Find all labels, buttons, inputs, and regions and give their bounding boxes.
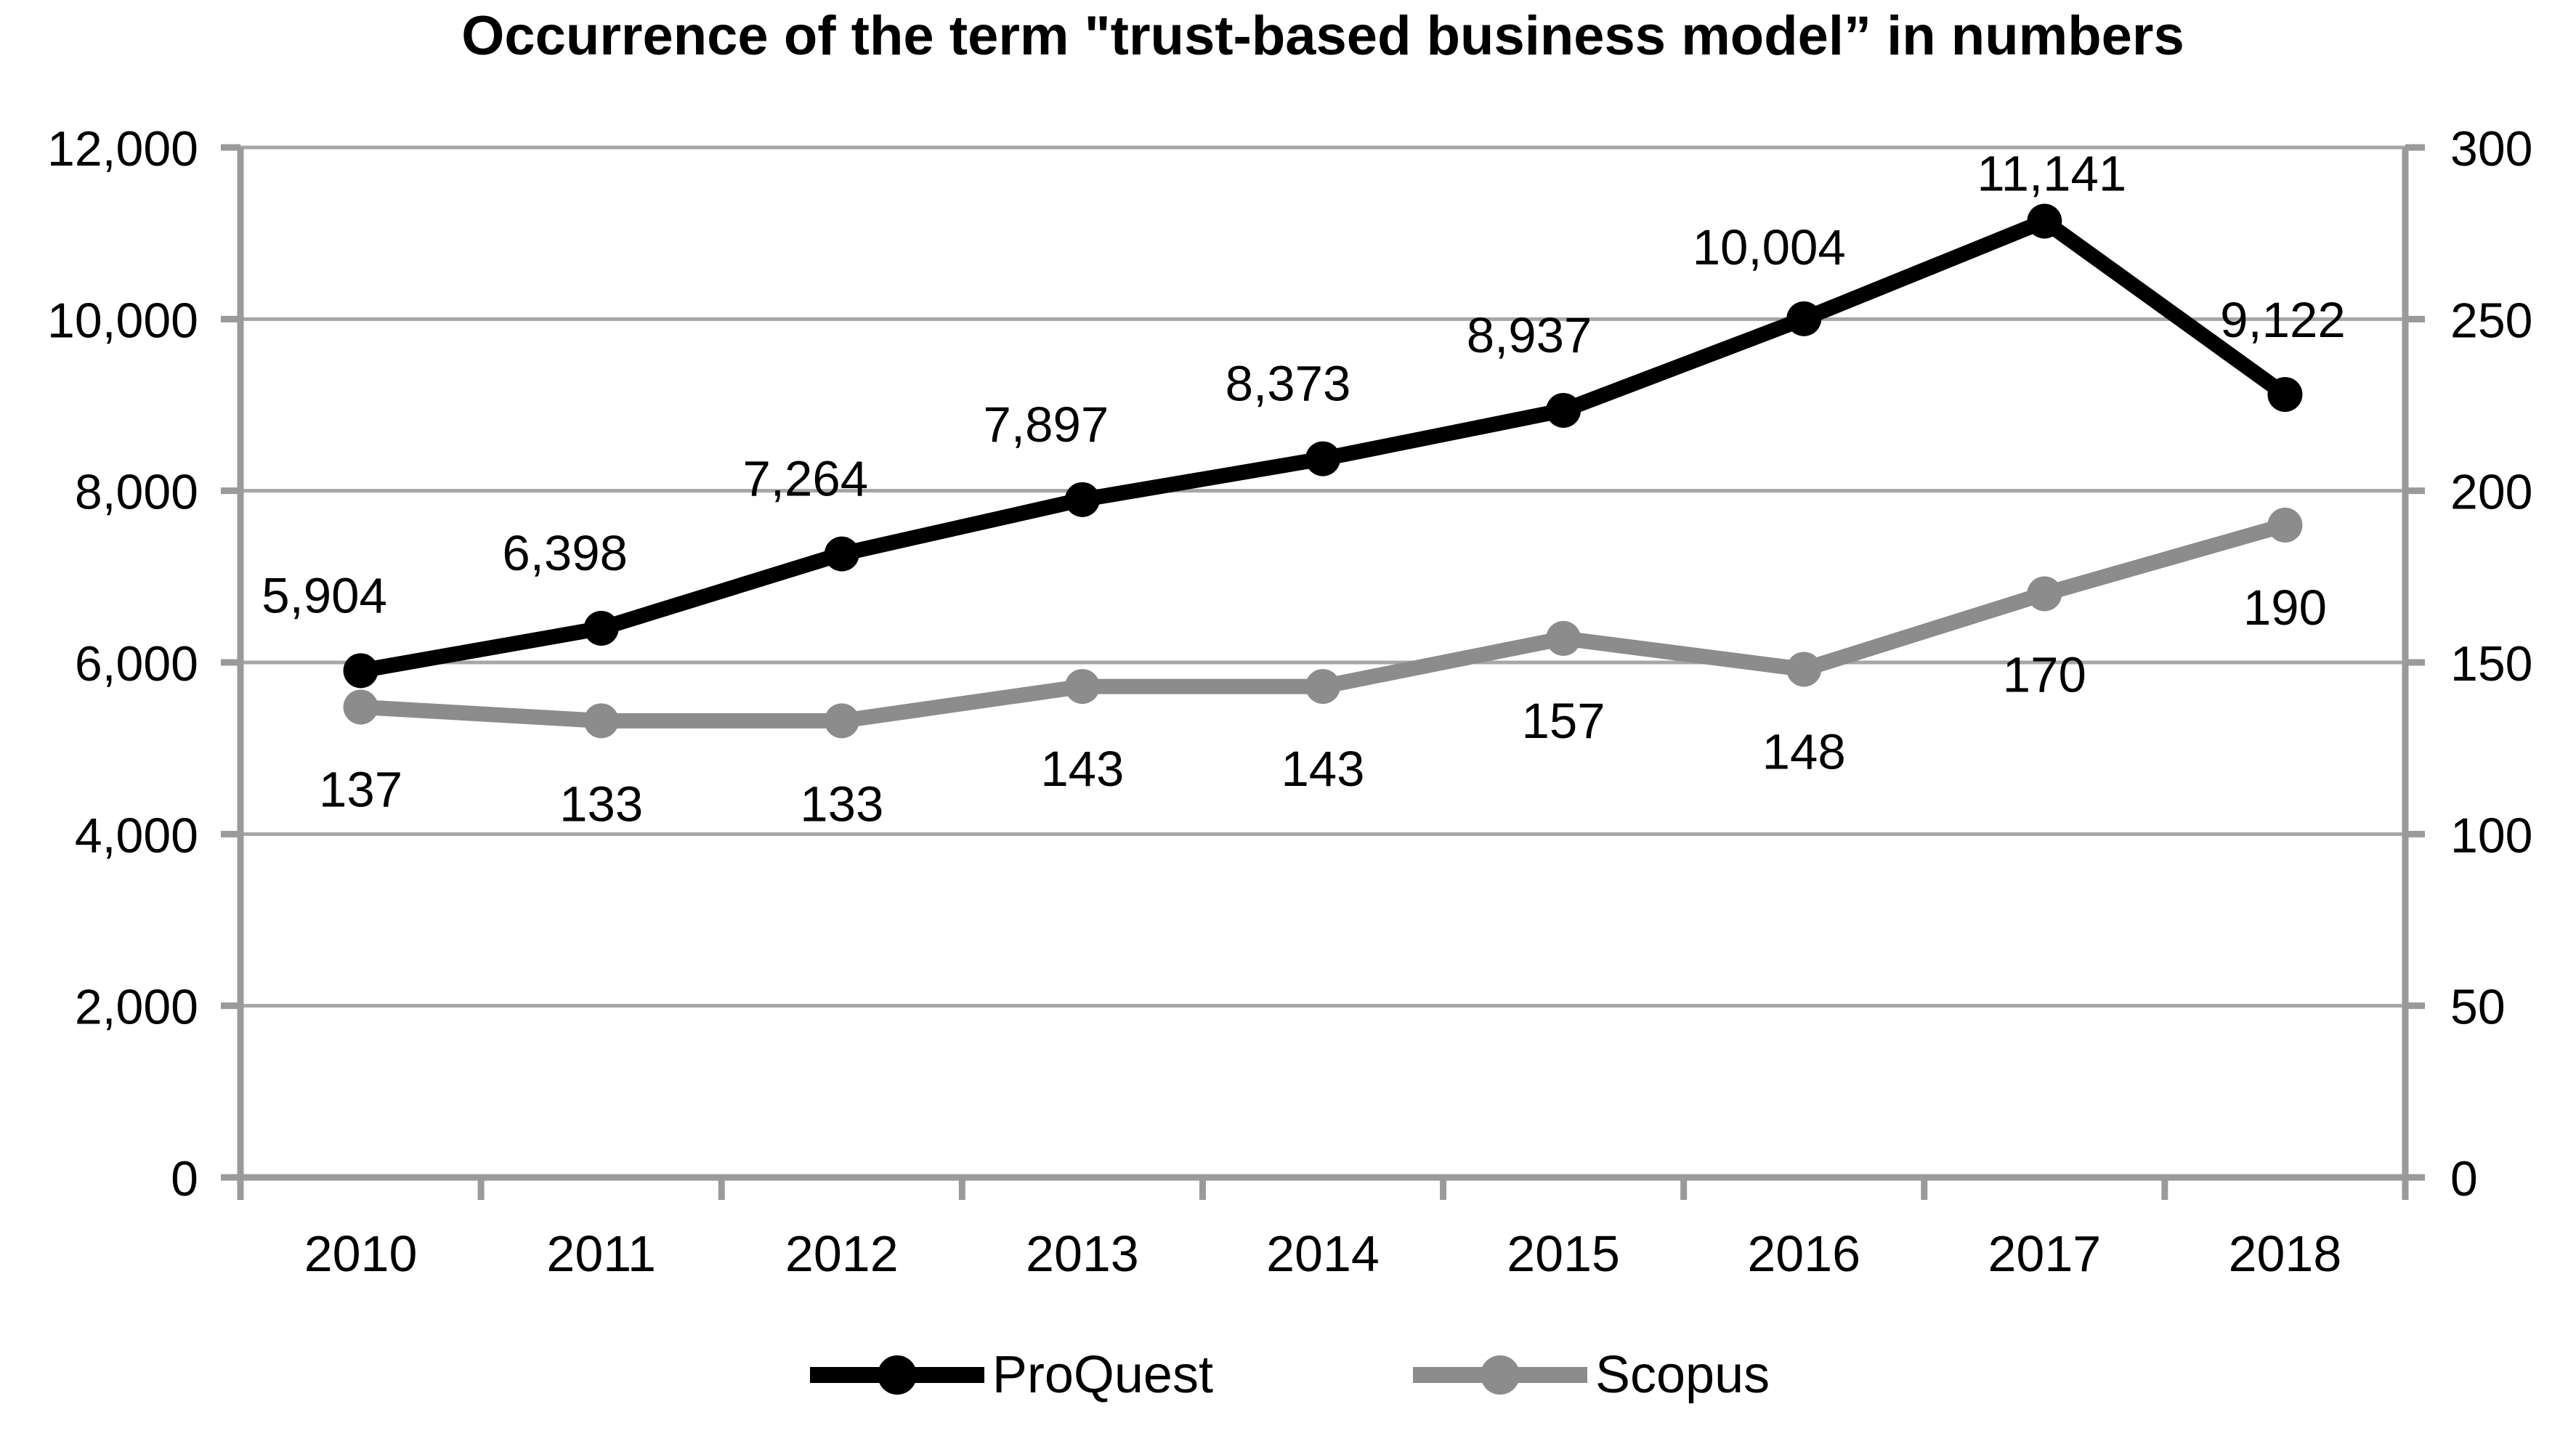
proquest-data-label: 10,004 [1693, 219, 1846, 275]
x-axis-category-label: 2011 [546, 1225, 656, 1282]
legend-label: Scopus [1595, 1346, 1770, 1404]
right-axis-tick-label: 150 [2450, 636, 2532, 691]
scopus-data-label: 133 [559, 776, 643, 832]
scopus-data-label: 148 [1762, 723, 1846, 779]
scopus-line-marker-icon [1412, 1355, 1587, 1395]
left-axis-tick-label: 6,000 [75, 636, 198, 691]
proquest-data-label: 5,904 [262, 567, 387, 623]
scopus-data-label: 137 [319, 761, 402, 817]
proquest-data-label: 7,897 [984, 397, 1109, 453]
right-axis-tick-label: 0 [2450, 1151, 2478, 1206]
scopus-data-label: 170 [2003, 646, 2086, 702]
proquest-marker [2267, 377, 2303, 413]
right-axis-tick-label: 300 [2450, 121, 2532, 177]
proquest-marker [824, 536, 859, 572]
x-axis-category-label: 2015 [1507, 1225, 1620, 1282]
x-axis-category-label: 2010 [304, 1225, 418, 1282]
right-axis-tick-label: 100 [2450, 808, 2532, 863]
x-axis-category-label: 2012 [785, 1225, 899, 1282]
proquest-line-marker-icon [809, 1355, 984, 1395]
legend-item-proquest: ProQuest [806, 1345, 1213, 1405]
proquest-marker [1305, 441, 1340, 476]
left-axis-tick-label: 12,000 [47, 121, 198, 177]
proquest-marker [2027, 203, 2062, 239]
scopus-marker [2027, 576, 2062, 612]
legend-label: ProQuest [992, 1346, 1213, 1404]
legend: ProQuest Scopus [0, 1345, 2576, 1405]
scopus-marker [1064, 669, 1100, 705]
proquest-data-label: 7,264 [742, 451, 868, 507]
proquest-marker [583, 610, 619, 646]
left-axis-tick-label: 4,000 [75, 808, 198, 863]
left-axis-tick-label: 2,000 [75, 980, 198, 1035]
proquest-data-label: 8,937 [1467, 307, 1592, 363]
left-axis-tick-label: 8,000 [75, 465, 198, 520]
x-axis-category-label: 2017 [1988, 1225, 2101, 1282]
scopus-data-label: 157 [1522, 693, 1605, 749]
chart-title: Occurrence of the term "trust-based busi… [461, 5, 2184, 67]
proquest-marker [1064, 482, 1100, 517]
scopus-marker [824, 703, 859, 739]
left-axis-tick-label: 10,000 [47, 293, 198, 348]
scopus-marker [1305, 669, 1340, 705]
right-axis-tick-label: 50 [2450, 980, 2506, 1035]
right-axis-tick-label: 200 [2450, 465, 2532, 520]
x-axis-category-label: 2018 [2229, 1225, 2342, 1282]
proquest-data-label: 9,122 [2220, 292, 2346, 348]
proquest-data-label: 6,398 [502, 525, 628, 581]
scopus-data-label: 190 [2243, 580, 2327, 636]
x-axis-category-label: 2014 [1266, 1225, 1380, 1282]
x-axis-category-label: 2013 [1026, 1225, 1139, 1282]
scopus-marker [583, 703, 619, 739]
proquest-marker [1786, 301, 1822, 336]
left-axis-tick-label: 0 [171, 1151, 198, 1206]
scopus-data-label: 143 [1040, 741, 1124, 797]
proquest-marker [1546, 392, 1581, 428]
legend-item-scopus: Scopus [1409, 1345, 1770, 1405]
scopus-marker [1546, 620, 1581, 656]
proquest-marker [343, 653, 378, 689]
scopus-data-label: 133 [800, 776, 883, 832]
scopus-marker [2267, 507, 2303, 543]
scopus-marker [1786, 652, 1822, 687]
proquest-data-label: 8,373 [1226, 356, 1351, 412]
scopus-marker [343, 689, 378, 725]
scopus-data-label: 143 [1281, 741, 1364, 797]
proquest-data-label: 11,141 [1977, 146, 2126, 202]
right-axis-tick-label: 250 [2450, 293, 2532, 348]
x-axis-category-label: 2016 [1747, 1225, 1860, 1282]
